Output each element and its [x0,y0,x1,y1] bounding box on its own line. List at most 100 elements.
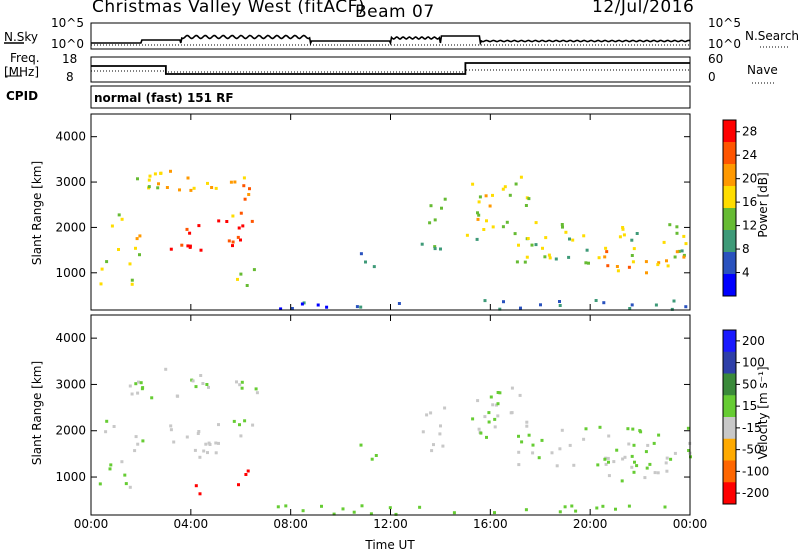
power-cell [242,184,246,188]
velocity-cell [443,406,447,410]
velocity-cell [493,417,497,421]
velocity-cell [255,391,259,395]
velocity-ytick-label: 2000 [55,424,86,438]
power-colorbar-tick-label: 8 [742,242,750,256]
nave-tick-top: 60 [708,52,724,66]
velocity-cell [620,479,624,483]
power-cell [476,217,480,221]
velocity-cell [669,457,673,461]
power-cell [147,178,151,182]
power-cell [668,223,672,227]
velocity-cell [197,430,201,433]
power-cell [558,300,561,303]
velocity-cell [540,438,544,442]
velocity-cell [124,482,128,486]
velocity-cell [425,413,429,417]
velocity-cell [527,433,531,437]
power-cell [513,232,517,236]
velocity-colorbar-tick-label: -100 [742,464,769,478]
velocity-cell [206,451,209,455]
power-cell [665,259,668,263]
velocity-cell [205,383,209,386]
velocity-cell [606,456,610,460]
power-heatmap-cells [99,169,688,311]
freq-tick-top: 18 [62,52,78,66]
power-cell [290,307,294,310]
velocity-cell [614,507,617,511]
power-cell [622,233,626,237]
nave-series-line [91,69,690,73]
power-colorbar-segment [723,164,736,187]
power-cell [682,234,686,238]
velocity-cell [630,454,634,458]
power-cell [239,211,243,215]
velocity-cell [109,463,113,467]
velocity-cell [558,510,562,514]
velocity-cell [137,380,140,384]
velocity-cell [656,471,660,475]
power-cell [197,224,201,228]
velocity-cell [635,464,639,468]
velocity-cell [601,504,605,508]
velocity-cell [663,505,667,509]
velocity-cell [531,451,535,455]
velocity-cell [489,395,493,399]
power-cell [165,186,169,189]
velocity-cell [574,509,578,513]
power-cell [471,182,475,186]
power-cell [236,235,240,239]
power-cell [547,253,551,257]
velocity-cell [359,443,363,447]
power-cell [325,305,329,309]
power-cell [675,250,679,254]
velocity-cell [517,463,521,467]
power-cell [476,211,479,215]
power-cell [245,284,249,287]
power-cell [279,307,283,311]
power-cell [429,204,433,208]
velocity-cell [128,384,132,388]
power-cell [618,235,622,239]
power-cell [666,264,670,268]
power-cell [239,272,243,276]
power-cell [477,200,481,204]
power-cell [491,225,495,229]
velocity-cell [194,484,198,488]
velocity-cell [369,512,373,516]
velocity-colorbar-label: Velocity [m s⁻¹] [756,366,770,460]
power-cell [630,254,634,257]
power-cell [635,232,639,235]
power-cell [239,238,242,242]
velocity-cell [254,387,258,391]
power-cell [227,239,231,243]
power-cell [148,174,152,178]
power-cell [225,220,229,223]
power-cell [128,262,132,266]
velocity-cell [112,425,116,428]
velocity-cell [198,455,202,459]
velocity-cell [139,381,143,385]
power-cell [397,302,401,305]
x-tick-label: 00:00 [74,517,109,531]
velocity-cell [665,469,669,473]
power-cell [501,225,505,229]
freq-tick-bottom: 8 [66,70,74,84]
freq-label-1: Freq. [10,51,40,65]
power-cell [192,186,196,190]
power-cell [242,176,246,180]
velocity-cell [520,440,524,444]
power-cell [680,249,684,253]
power-cell [355,305,359,309]
velocity-cell [572,463,576,467]
power-colorbar-tick-label: 28 [742,125,757,139]
power-cell [188,245,192,249]
velocity-cell [98,482,102,486]
velocity-cell [370,457,374,461]
power-cell [621,226,625,229]
power-colorbar-tick-label: 24 [742,148,757,162]
velocity-cell [607,434,611,438]
power-cell [567,255,571,259]
velocity-cell [169,428,173,432]
velocity-cell [130,392,134,396]
velocity-cell [491,403,495,407]
